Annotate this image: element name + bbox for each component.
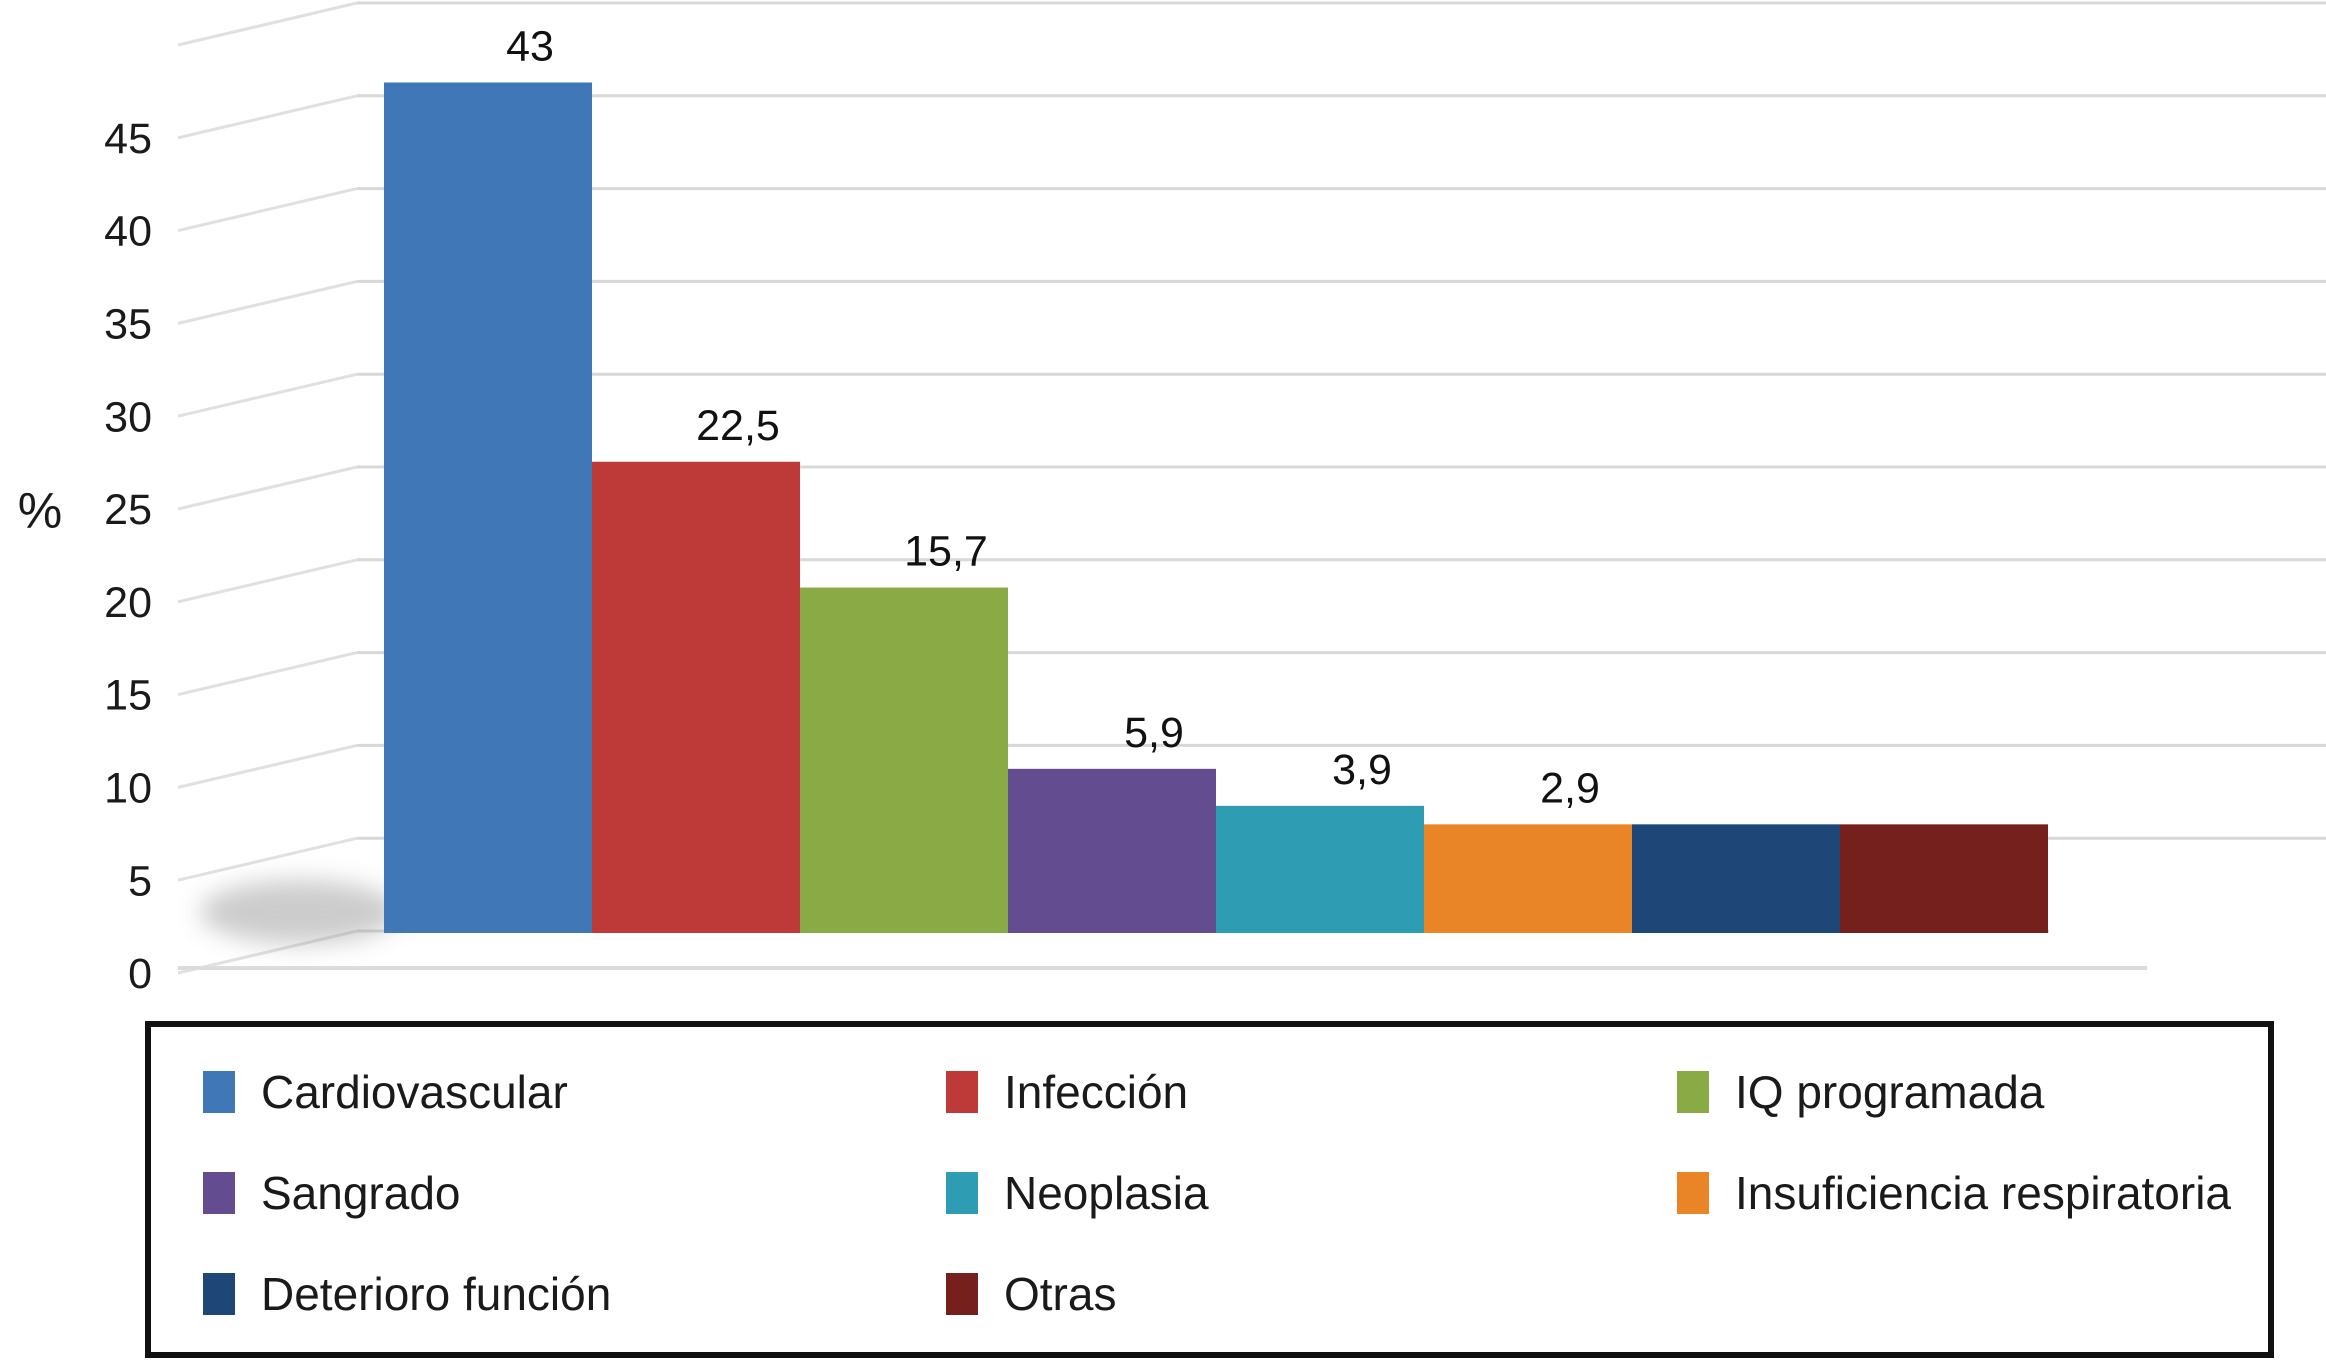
grid-line-diagonal <box>177 94 358 140</box>
grid-line-diagonal <box>177 372 358 418</box>
grid-line-diagonal <box>177 1 358 47</box>
legend-item-sangrado: Sangrado <box>203 1142 946 1243</box>
data-label-sangrado: 5,9 <box>1124 709 1184 757</box>
legend-box: Cardiovascular Infección IQ programada Sang… <box>145 1021 2274 1358</box>
legend-label: Deterioro función <box>261 1267 612 1320</box>
legend-label: Infección <box>1004 1065 1189 1118</box>
grid-line-diagonal <box>177 651 358 697</box>
bar-cardiovascular <box>384 82 592 933</box>
y-axis-title: % <box>18 483 62 539</box>
legend-grid: Cardiovascular Infección IQ programada Sang… <box>151 1027 2268 1344</box>
legend-swatch-icon <box>203 1070 235 1113</box>
grid-line-diagonal <box>177 187 358 233</box>
legend-label: IQ programada <box>1735 1065 2045 1118</box>
legend-label: Sangrado <box>261 1166 461 1219</box>
data-label-neoplasia: 3,9 <box>1332 746 1392 794</box>
legend-swatch-icon <box>203 1272 235 1315</box>
bar-otras <box>1840 824 2048 933</box>
y-tick-label-15: 15 <box>104 672 152 720</box>
legend-item-iq-programada: IQ programada <box>1677 1041 2268 1142</box>
y-tick-label-0: 0 <box>128 950 152 998</box>
legend-swatch-icon <box>203 1171 235 1214</box>
grid-line-diagonal <box>177 836 358 882</box>
y-tick-label-30: 30 <box>104 393 152 441</box>
legend-swatch-icon <box>1677 1070 1709 1113</box>
bar-neoplasia <box>1216 805 1424 933</box>
grid-line-diagonal <box>177 743 358 789</box>
legend-swatch-icon <box>1677 1171 1709 1214</box>
grid-line-diagonal <box>177 465 358 511</box>
y-tick-label-10: 10 <box>104 764 152 812</box>
bar-deterioro-funcion <box>1632 824 1840 933</box>
legend-label: Neoplasia <box>1004 1166 1209 1219</box>
legend-swatch-icon <box>946 1272 978 1315</box>
grid-line-diagonal <box>177 279 358 325</box>
y-tick-label-20: 20 <box>104 579 152 627</box>
legend-swatch-icon <box>946 1171 978 1214</box>
bar-iq-programada <box>800 587 1008 933</box>
bar-shadow-group <box>200 880 400 944</box>
data-labels-group: 43 22,5 15,7 5,9 3,9 2,9 <box>506 23 1600 813</box>
legend-label: Cardiovascular <box>261 1065 568 1118</box>
y-tick-label-45: 45 <box>104 115 152 163</box>
bars-group <box>384 82 2048 933</box>
data-label-cardiovascular: 43 <box>506 23 554 71</box>
legend-item-deterioro-funcion: Deterioro función <box>203 1243 946 1344</box>
column-shadow <box>200 880 400 944</box>
grid-line-diagonal <box>177 558 358 604</box>
legend-item-infeccion: Infección <box>946 1041 1677 1142</box>
legend-item-cardiovascular: Cardiovascular <box>203 1041 946 1142</box>
y-tick-label-35: 35 <box>104 300 152 348</box>
legend-item-neoplasia: Neoplasia <box>946 1142 1677 1243</box>
bar-sangrado <box>1008 768 1216 933</box>
y-tick-label-25: 25 <box>104 486 152 534</box>
y-tick-label-40: 40 <box>104 208 152 256</box>
y-axis-group: 0 5 10 15 20 25 30 35 40 45% <box>18 115 2147 998</box>
chart-plot-area: 43 22,5 15,7 5,9 3,9 2,9 0 5 10 15 20 25 30 35 40 45% <box>18 1 2326 998</box>
legend-item-otras: Otras <box>946 1243 1677 1344</box>
legend-item-insuficiencia-respiratoria: Insuficiencia respiratoria <box>1677 1142 2268 1243</box>
data-label-insuficiencia-respiratoria: 2,9 <box>1540 764 1600 812</box>
legend-label: Otras <box>1004 1267 1117 1320</box>
data-label-iq-programada: 15,7 <box>904 528 988 576</box>
y-tick-label-5: 5 <box>128 857 152 905</box>
legend-label: Insuficiencia respiratoria <box>1735 1166 2232 1219</box>
data-label-infeccion: 22,5 <box>696 402 780 450</box>
bar-infeccion <box>592 461 800 933</box>
legend-swatch-icon <box>946 1070 978 1113</box>
bar-insuficiencia-respiratoria <box>1424 824 1632 933</box>
